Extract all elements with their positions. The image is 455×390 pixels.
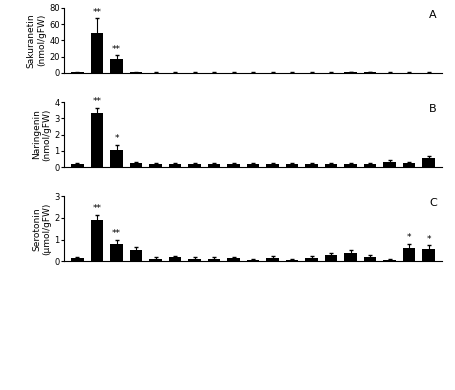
Bar <box>363 164 376 167</box>
Bar <box>344 164 356 167</box>
Bar <box>110 244 122 261</box>
Bar <box>363 72 376 73</box>
Bar <box>188 259 201 261</box>
Bar <box>383 260 395 261</box>
Bar <box>304 258 317 261</box>
Y-axis label: Sakuranetin
(nmol/gFW): Sakuranetin (nmol/gFW) <box>27 13 46 67</box>
Bar <box>363 257 376 261</box>
Bar <box>402 163 415 167</box>
Text: C: C <box>428 198 436 208</box>
Text: B: B <box>428 104 436 114</box>
Bar <box>168 257 181 261</box>
Text: *: * <box>114 134 118 143</box>
Bar <box>421 158 434 167</box>
Text: A: A <box>428 10 436 20</box>
Text: **: ** <box>92 97 101 106</box>
Bar <box>91 220 103 261</box>
Bar <box>71 259 84 261</box>
Bar <box>149 259 162 261</box>
Bar <box>285 164 298 167</box>
Y-axis label: Serotonin
(μmol/gFW): Serotonin (μmol/gFW) <box>32 203 51 255</box>
Bar <box>207 259 220 261</box>
Bar <box>402 248 415 261</box>
Bar <box>344 72 356 73</box>
Bar <box>324 164 337 167</box>
Bar <box>129 163 142 167</box>
Bar <box>129 250 142 261</box>
Bar <box>91 33 103 73</box>
Bar <box>266 258 278 261</box>
Text: **: ** <box>112 229 121 238</box>
Bar <box>285 260 298 261</box>
Bar <box>304 164 317 167</box>
Bar <box>207 164 220 167</box>
Bar <box>168 164 181 167</box>
Bar <box>344 253 356 261</box>
Text: *: * <box>406 233 410 242</box>
Bar <box>71 164 84 167</box>
Bar <box>246 164 259 167</box>
Bar <box>421 249 434 261</box>
Y-axis label: Naringenin
(nmol/gFW): Naringenin (nmol/gFW) <box>32 108 51 161</box>
Bar <box>227 259 239 261</box>
Bar <box>266 164 278 167</box>
Bar <box>91 113 103 167</box>
Bar <box>110 59 122 73</box>
Bar <box>149 164 162 167</box>
Bar <box>324 255 337 261</box>
Text: **: ** <box>112 45 121 54</box>
Text: **: ** <box>92 8 101 17</box>
Text: *: * <box>425 235 430 244</box>
Bar <box>246 260 259 261</box>
Bar <box>227 164 239 167</box>
Bar <box>188 164 201 167</box>
Bar <box>383 162 395 167</box>
Text: **: ** <box>92 204 101 213</box>
Bar <box>110 151 122 167</box>
